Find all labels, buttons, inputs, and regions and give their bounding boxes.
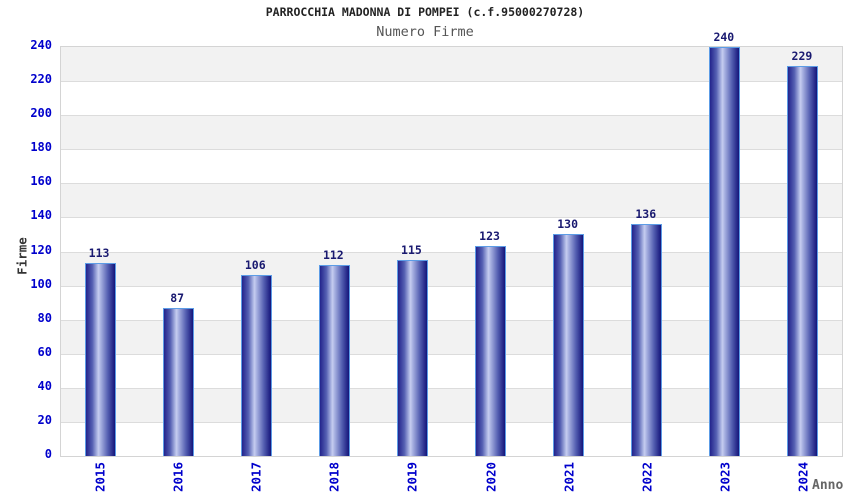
- x-axis-title: Anno: [812, 478, 844, 493]
- y-axis-tick-label: 140: [30, 208, 52, 223]
- y-axis-tick-label: 160: [30, 174, 52, 189]
- bar-value-label: 87: [170, 290, 185, 305]
- y-axis-tick-label: 80: [37, 310, 52, 325]
- x-axis-tick-label: 2024: [795, 461, 811, 493]
- x-axis-tick-label: 2023: [717, 461, 733, 493]
- x-axis-tick-label: 2021: [561, 461, 577, 493]
- bar-2018: [318, 265, 350, 456]
- x-axis-tick-label: 2019: [404, 461, 420, 493]
- gridline: [61, 149, 842, 151]
- bar-value-label: 136: [635, 207, 657, 222]
- y-axis-tick-label: 40: [37, 378, 52, 393]
- gridline: [61, 319, 842, 321]
- x-axis-tick-label: 2016: [170, 461, 186, 493]
- plot-area: [60, 46, 843, 457]
- y-axis-tick-label: 100: [30, 276, 52, 291]
- bar-value-label: 106: [244, 258, 266, 273]
- gridline: [61, 285, 842, 287]
- chart-title: PARROCCHIA MADONNA DI POMPEI (c.f.950002…: [265, 5, 585, 19]
- bar-2017: [240, 275, 272, 456]
- x-axis-tick-label: 2018: [326, 461, 342, 493]
- bar-value-label: 115: [401, 243, 422, 258]
- y-axis-tick-label: 0: [44, 447, 52, 461]
- y-axis-tick-label: 120: [30, 242, 52, 257]
- y-axis-tick-label: 240: [30, 38, 52, 52]
- bar-2024: [787, 65, 819, 456]
- gridline: [61, 387, 842, 389]
- gridline: [61, 183, 842, 185]
- bar-2019: [396, 260, 428, 456]
- y-axis-tick-label: 20: [37, 412, 52, 427]
- bar-value-label: 240: [713, 30, 735, 44]
- x-axis-tick-label: 2015: [92, 461, 108, 493]
- bar-2020: [475, 246, 507, 456]
- y-axis-tick-label: 220: [30, 72, 52, 87]
- bar-2023: [709, 47, 741, 456]
- bar-value-label: 229: [791, 48, 813, 63]
- bar-value-label: 113: [88, 246, 110, 261]
- bar-2021: [553, 234, 585, 456]
- chart-subtitle: Numero Firme: [376, 24, 474, 40]
- x-axis-tick-label: 2020: [483, 461, 499, 493]
- gridline: [61, 251, 842, 253]
- gridline: [61, 81, 842, 83]
- y-axis-tick-label: 60: [37, 344, 52, 359]
- y-axis-tick-label: 200: [30, 106, 52, 121]
- bar-2022: [631, 224, 663, 456]
- gridline: [61, 115, 842, 117]
- bar-2016: [162, 307, 194, 456]
- bar-value-label: 130: [557, 217, 579, 232]
- gridline: [61, 353, 842, 355]
- bar-value-label: 112: [322, 248, 344, 263]
- y-axis-tick-label: 180: [30, 140, 52, 155]
- bar-value-label: 123: [479, 229, 500, 244]
- x-axis-tick-label: 2022: [639, 461, 655, 493]
- gridline: [61, 217, 842, 219]
- bar-2015: [84, 263, 116, 456]
- x-axis-tick-label: 2017: [248, 461, 264, 493]
- gridline: [61, 421, 842, 423]
